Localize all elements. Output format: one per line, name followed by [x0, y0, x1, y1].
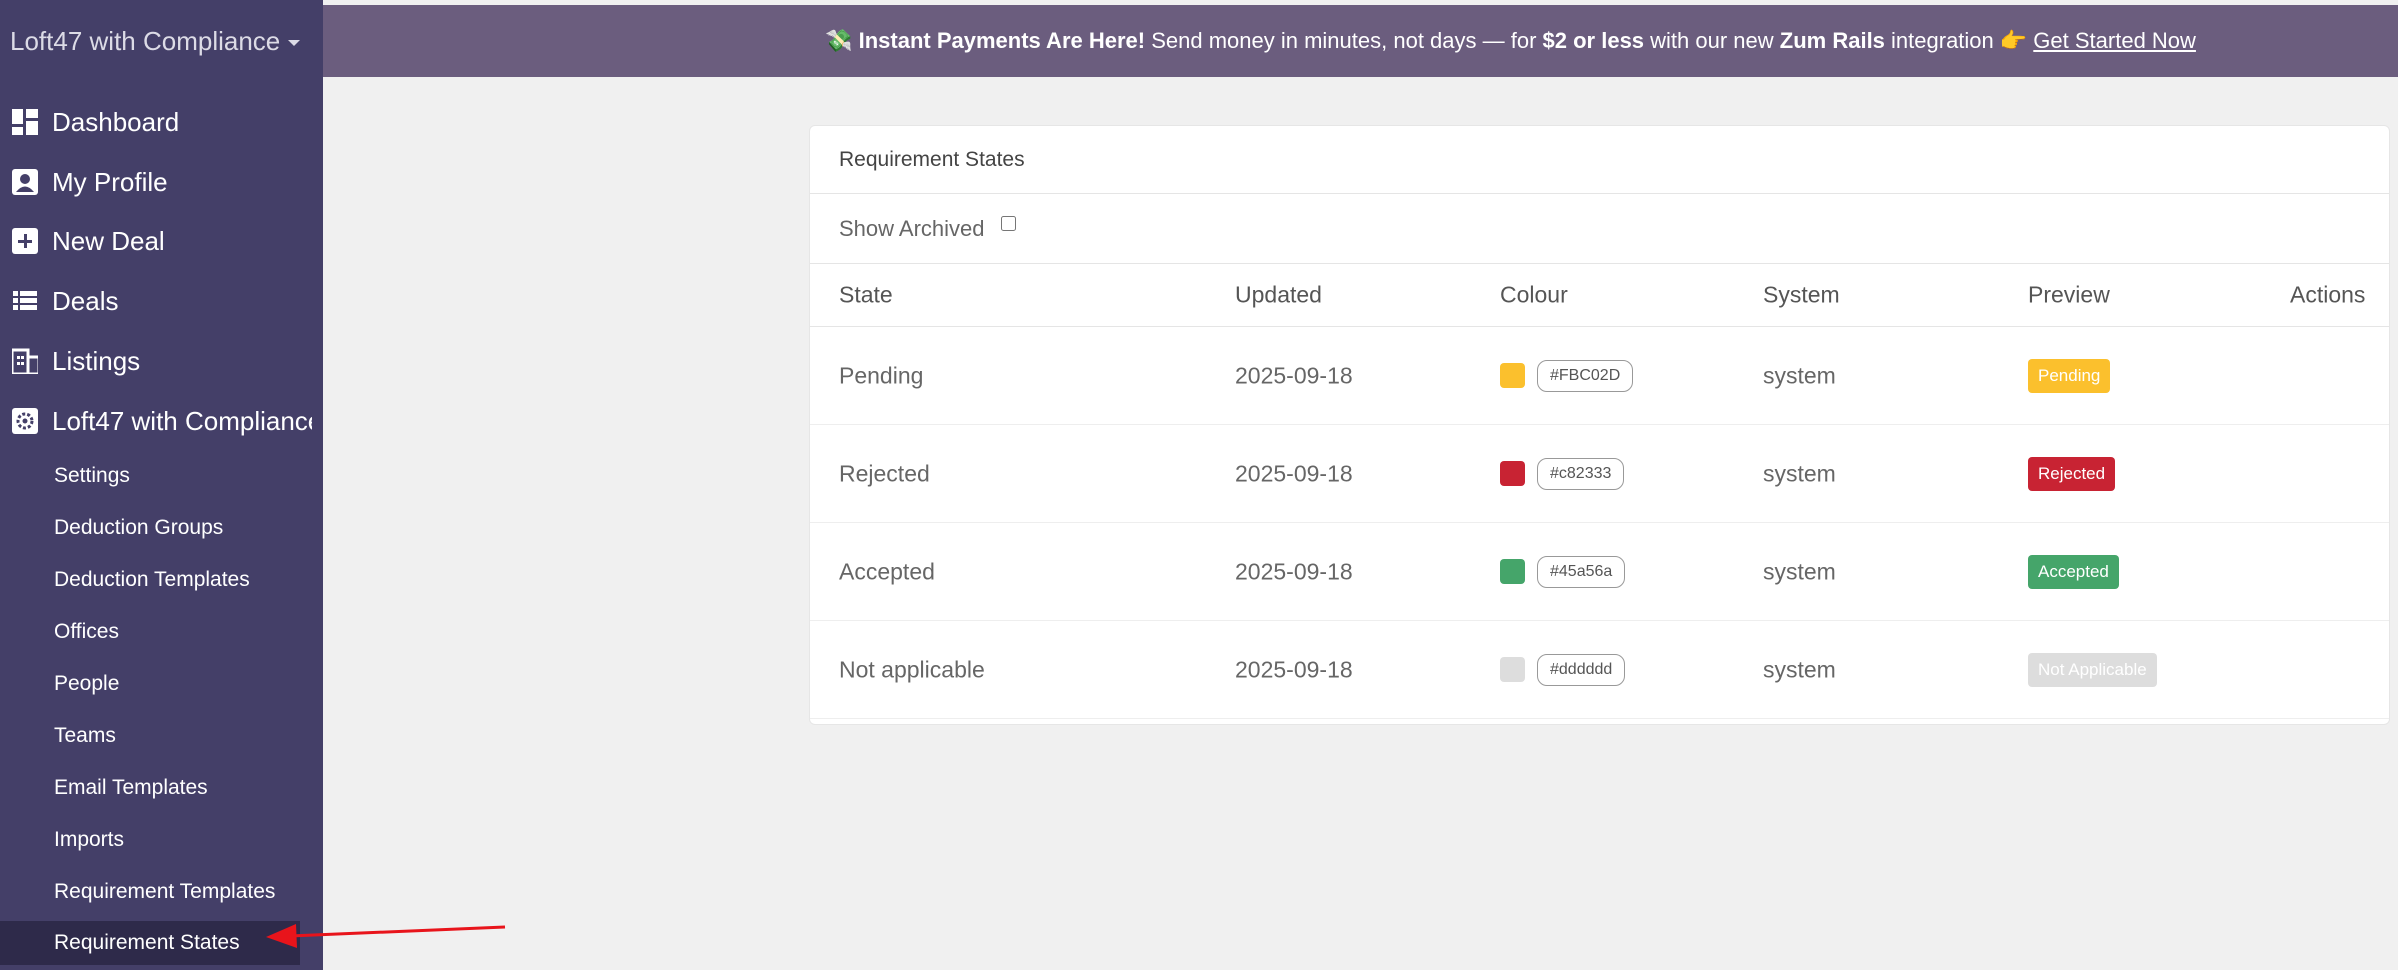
- table-row: Not applicable 2025-09-18 #dddddd system…: [810, 621, 2389, 719]
- colour-cell: #FBC02D: [1500, 359, 1634, 392]
- sidebar-subitem-settings[interactable]: Settings: [54, 464, 130, 487]
- banner-price: $2 or less: [1542, 28, 1645, 53]
- requirement-states-card: Requirement States Show Archived State U…: [809, 125, 2390, 725]
- show-archived-row: Show Archived: [810, 194, 2389, 264]
- updated-date: 2025-09-18: [1235, 362, 1353, 388]
- sidebar-subitem-teams[interactable]: Teams: [54, 724, 116, 747]
- preview-badge: Not Applicable: [2028, 652, 2157, 687]
- preview-badge-cell: Accepted: [2028, 554, 2119, 589]
- profile-icon: [12, 169, 38, 195]
- sidebar-item-my-profile[interactable]: My Profile: [12, 162, 312, 202]
- colour-swatch: [1500, 657, 1525, 682]
- colour-cell: #dddddd: [1500, 653, 1626, 686]
- state-name: Accepted: [839, 558, 935, 584]
- system-value: system: [1763, 362, 1836, 388]
- colour-hex: #c82333: [1537, 457, 1625, 490]
- show-archived-checkbox[interactable]: [1000, 216, 1016, 231]
- sidebar: Loft47 with Compliance Dashboard My Prof…: [0, 0, 323, 970]
- preview-badge-cell: Rejected: [2028, 456, 2116, 491]
- updated-date: 2025-09-18: [1235, 460, 1353, 486]
- system-value: system: [1763, 656, 1836, 682]
- colour-hex: #dddddd: [1537, 653, 1626, 686]
- sidebar-subitem-requirement-templates[interactable]: Requirement Templates: [54, 880, 276, 903]
- sidebar-item-new-deal[interactable]: New Deal: [12, 221, 312, 261]
- state-name: Pending: [839, 362, 924, 388]
- preview-badge-cell: Pending: [2028, 358, 2111, 393]
- colour-hex: #FBC02D: [1537, 359, 1634, 392]
- sidebar-item-deals[interactable]: Deals: [12, 281, 312, 321]
- banner-headline: Instant Payments Are Here!: [858, 28, 1146, 53]
- column-header-preview[interactable]: Preview: [2028, 281, 2110, 308]
- table-header: State Updated Colour System Preview Acti…: [810, 264, 2389, 327]
- colour-swatch: [1500, 363, 1525, 388]
- system-value: system: [1763, 558, 1836, 584]
- column-header-state[interactable]: State: [839, 281, 893, 308]
- caret-down-icon: [288, 40, 301, 47]
- preview-badge: Rejected: [2028, 456, 2116, 491]
- annotation-arrow: [266, 924, 506, 948]
- colour-swatch: [1500, 461, 1525, 486]
- show-archived-label: Show Archived: [839, 215, 985, 241]
- colour-cell: #45a56a: [1500, 555, 1626, 588]
- pointing-hand-icon: 👉: [1999, 28, 2028, 53]
- state-name: Rejected: [839, 460, 930, 486]
- preview-badge: Accepted: [2028, 554, 2119, 589]
- sidebar-item-label: New Deal: [52, 225, 165, 256]
- sidebar-item-listings[interactable]: Listings: [12, 341, 312, 381]
- table-row: Rejected 2025-09-18 #c82333 system Rejec…: [810, 425, 2389, 523]
- promo-banner: 💸 Instant Payments Are Here! Send money …: [323, 5, 2398, 77]
- preview-badge: Pending: [2028, 358, 2111, 393]
- table-row: Pending 2025-09-18 #FBC02D system Pendin…: [810, 327, 2389, 425]
- sidebar-subitem-email-templates[interactable]: Email Templates: [54, 776, 208, 799]
- card-title: Requirement States: [810, 126, 2389, 194]
- column-header-updated[interactable]: Updated: [1235, 281, 1322, 308]
- sidebar-item-label: Loft47 with Compliance: [52, 405, 312, 436]
- colour-swatch: [1500, 559, 1525, 584]
- list-icon: [12, 288, 38, 314]
- banner-text: Send money in minutes, not days — for: [1145, 28, 1543, 53]
- sidebar-subitem-imports[interactable]: Imports: [54, 828, 125, 851]
- sidebar-subitem-deduction-groups[interactable]: Deduction Groups: [54, 516, 224, 539]
- sidebar-item-label: Deals: [52, 285, 119, 316]
- plus-box-icon: [12, 228, 38, 254]
- banner-text: with our new: [1644, 28, 1780, 53]
- money-icon: 💸: [825, 28, 853, 53]
- gear-box-icon: [12, 408, 38, 434]
- state-name: Not applicable: [839, 656, 985, 682]
- sidebar-item-label: Listings: [52, 345, 141, 376]
- column-header-colour[interactable]: Colour: [1500, 281, 1568, 308]
- sidebar-item-label: My Profile: [52, 166, 168, 197]
- colour-hex: #45a56a: [1537, 555, 1626, 588]
- dashboard-icon: [12, 109, 38, 135]
- updated-date: 2025-09-18: [1235, 558, 1353, 584]
- get-started-link[interactable]: Get Started Now: [2033, 28, 2196, 53]
- system-value: system: [1763, 460, 1836, 486]
- sidebar-subitem-deduction-templates[interactable]: Deduction Templates: [54, 568, 250, 591]
- brand-label: Loft47 with Compliance: [10, 26, 281, 56]
- sidebar-item-dashboard[interactable]: Dashboard: [12, 102, 312, 142]
- banner-partner: Zum Rails: [1779, 28, 1885, 53]
- brand-dropdown[interactable]: Loft47 with Compliance: [10, 26, 301, 57]
- sidebar-item-label: Dashboard: [52, 106, 180, 137]
- sidebar-subitem-people[interactable]: People: [54, 672, 120, 695]
- sidebar-subitem-offices[interactable]: Offices: [54, 620, 119, 643]
- banner-text: integration: [1884, 28, 2000, 53]
- preview-badge-cell: Not Applicable: [2028, 652, 2157, 687]
- sidebar-item-company[interactable]: Loft47 with Compliance: [12, 401, 312, 441]
- table-row: Accepted 2025-09-18 #45a56a system Accep…: [810, 523, 2389, 621]
- colour-cell: #c82333: [1500, 457, 1625, 490]
- column-header-actions: Actions: [2290, 281, 2366, 308]
- column-header-system[interactable]: System: [1763, 281, 1840, 308]
- sidebar-subitem-requirement-states[interactable]: Requirement States: [0, 921, 300, 965]
- building-icon: [12, 348, 38, 374]
- updated-date: 2025-09-18: [1235, 656, 1353, 682]
